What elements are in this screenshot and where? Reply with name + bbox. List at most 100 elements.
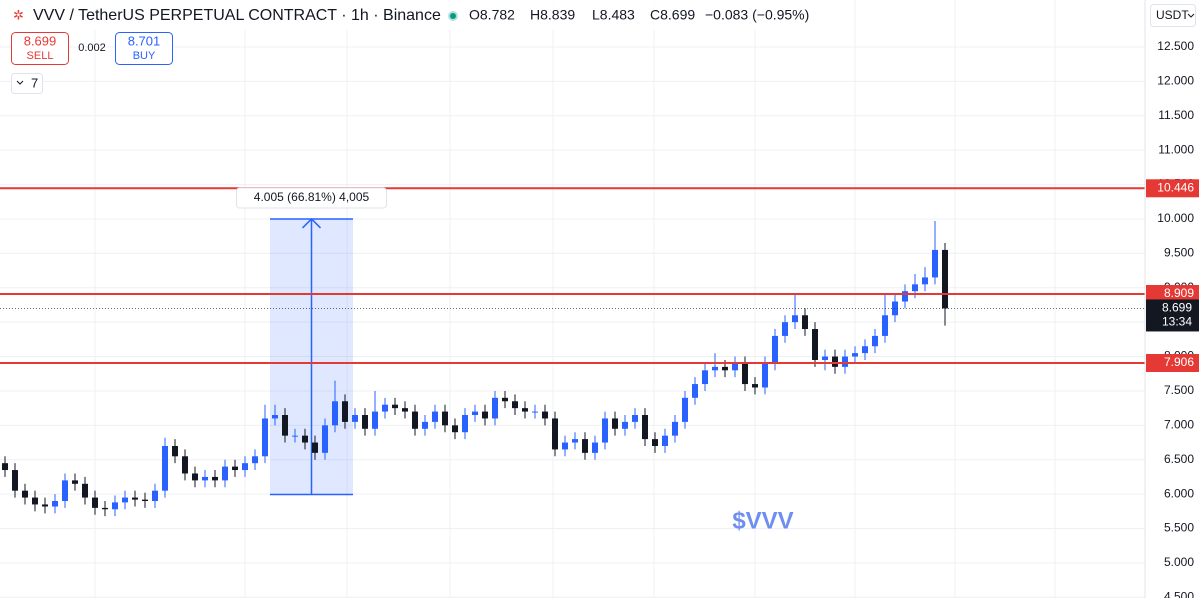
candle-body xyxy=(382,404,388,412)
candle-body xyxy=(402,408,408,412)
candle-body xyxy=(612,418,618,429)
candle-body xyxy=(862,346,868,354)
candle-body xyxy=(852,353,858,357)
candle-body xyxy=(222,466,228,481)
candle-body xyxy=(112,502,118,510)
level-label: 8.909 xyxy=(1164,286,1194,300)
candle-body xyxy=(472,411,478,416)
ohlc-change: −0.083 (−0.95%) xyxy=(705,7,809,23)
candle-body xyxy=(422,421,428,429)
candle-body xyxy=(552,418,558,450)
y-tick-label: 11.500 xyxy=(1158,108,1194,122)
countdown: 13:34 xyxy=(1162,315,1192,329)
candle-body xyxy=(142,499,148,502)
measure-label: 4.005 (66.81%) 4,005 xyxy=(254,190,370,204)
candle-body xyxy=(672,421,678,436)
buy-label: BUY xyxy=(133,50,156,62)
candle-body xyxy=(72,480,78,484)
level-label-bg xyxy=(1146,179,1199,198)
ohlc-high: H8.839 xyxy=(530,7,575,23)
buy-price: 8.701 xyxy=(128,33,161,48)
measure-arrowhead xyxy=(301,217,322,229)
level-label-bg xyxy=(1146,285,1199,304)
candle-body xyxy=(632,415,638,422)
y-tick-label: 6.500 xyxy=(1164,452,1194,466)
candle-body xyxy=(742,363,748,385)
candle-body xyxy=(872,335,878,347)
candle-body xyxy=(792,315,798,323)
y-tick-label: 12.500 xyxy=(1157,39,1194,53)
candle-body xyxy=(232,466,238,471)
candle-body xyxy=(212,476,218,481)
candle-body xyxy=(662,435,668,446)
candle-body xyxy=(182,456,188,474)
candle-body xyxy=(582,439,588,453)
candle-body xyxy=(922,277,928,285)
candle-body xyxy=(22,490,28,498)
watermark: $VVV xyxy=(732,507,793,534)
ohlc-low: L8.483 xyxy=(592,7,635,23)
ohlc-close: C8.699 xyxy=(650,7,695,23)
candle-body xyxy=(302,435,308,443)
candle-body xyxy=(722,366,728,371)
spread: 0.002 xyxy=(78,42,106,54)
indicators-toggle[interactable] xyxy=(11,73,43,94)
candle-body xyxy=(492,397,498,419)
y-tick-label: 5.000 xyxy=(1164,555,1194,569)
candle-body xyxy=(592,442,598,453)
currency-button[interactable] xyxy=(1150,4,1196,27)
y-tick-label: 7.500 xyxy=(1164,383,1194,397)
candle-body xyxy=(482,411,488,419)
sell-button[interactable] xyxy=(11,32,69,65)
y-tick-label: 10.000 xyxy=(1157,211,1194,225)
buy-button[interactable] xyxy=(115,32,173,65)
candle-body xyxy=(802,315,808,330)
candle-body xyxy=(682,397,688,422)
candle-body xyxy=(152,490,158,502)
header-bg xyxy=(0,0,800,30)
candle-body xyxy=(192,473,198,481)
candle-body xyxy=(12,470,18,491)
candle-body xyxy=(292,435,298,437)
symbol[interactable]: VVV / TetherUS PERPETUAL CONTRACT · 1h ·… xyxy=(33,7,441,24)
candle-body xyxy=(812,329,818,360)
candle-body xyxy=(312,442,318,453)
chevron xyxy=(1187,13,1195,18)
candle-body xyxy=(202,476,208,481)
candle-body xyxy=(562,442,568,450)
y-tick-label: 12.000 xyxy=(1157,74,1194,88)
candle-body xyxy=(532,411,538,413)
candle-body xyxy=(882,315,888,336)
candle-body xyxy=(282,415,288,436)
candle-body xyxy=(82,483,88,498)
candle-body xyxy=(732,363,738,371)
y-tick-label: 11.000 xyxy=(1158,142,1194,156)
candle-body xyxy=(502,397,508,402)
symbol-icon: ✲ xyxy=(13,7,24,22)
candle-body xyxy=(832,356,838,367)
candle-body xyxy=(342,401,348,422)
y-tick-label: 4.500 xyxy=(1164,589,1194,598)
candle-body xyxy=(642,415,648,440)
candle-body xyxy=(752,384,758,388)
candle-body xyxy=(522,408,528,412)
candle-body xyxy=(512,401,518,409)
candle-body xyxy=(272,415,278,419)
level-label: 7.906 xyxy=(1164,355,1194,369)
measure-label-bg xyxy=(236,187,387,209)
y-tick-label: 6.000 xyxy=(1164,486,1194,500)
sell-label: SELL xyxy=(27,50,54,62)
candle-body xyxy=(782,322,788,336)
candle-body xyxy=(442,411,448,426)
candle-body xyxy=(32,497,38,505)
candle-body xyxy=(572,439,578,443)
candle-body xyxy=(262,418,268,457)
candle-body xyxy=(902,291,908,302)
indicators-count: 7 xyxy=(31,75,38,90)
y-tick-label: 5.500 xyxy=(1164,521,1194,535)
candle-body xyxy=(392,404,398,409)
candle-body xyxy=(712,366,718,371)
candle-body xyxy=(92,497,98,508)
candle-body xyxy=(242,463,248,471)
